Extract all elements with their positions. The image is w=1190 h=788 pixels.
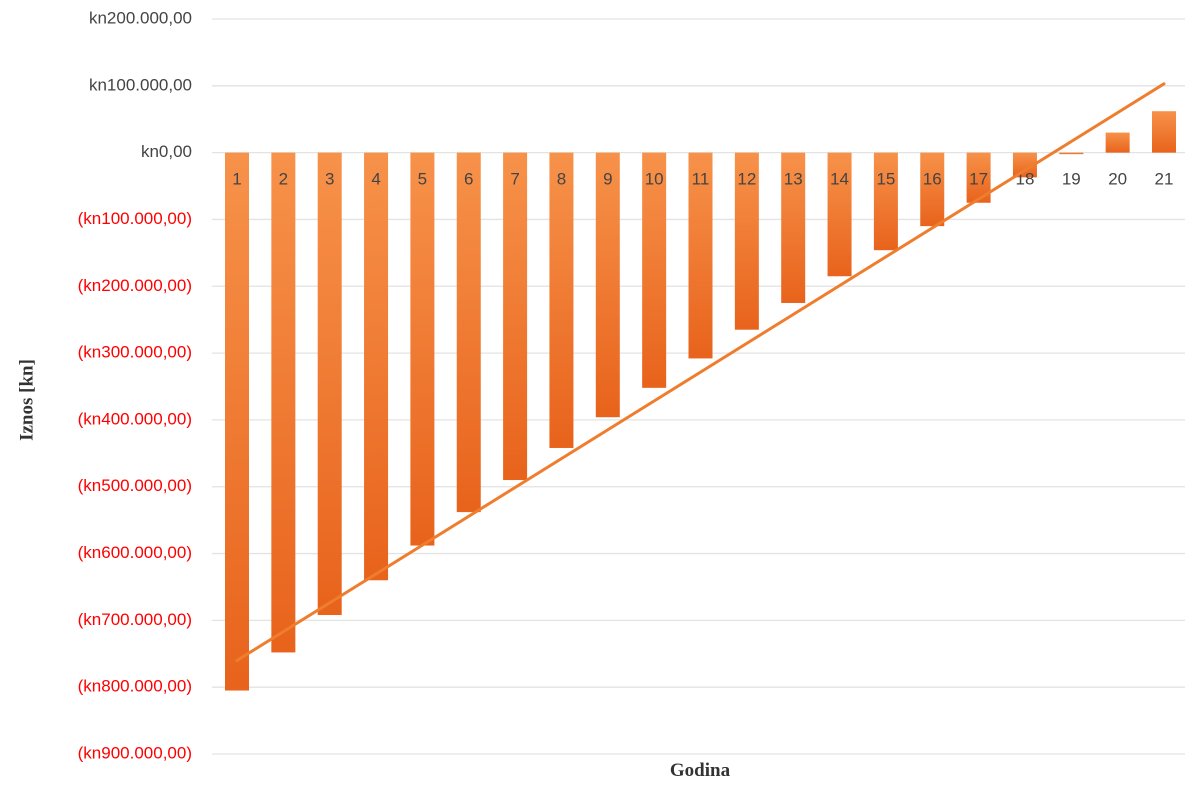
bar: [873, 152, 898, 251]
x-axis-category-labels: 1 2 3 4 5 6 7 8 9 10 11 12 13 14 15 16 17 18 19 20 21: [232, 170, 1173, 189]
y-tick-label: kn200.000,00: [89, 8, 192, 27]
x-tick-label: 18: [1015, 170, 1034, 189]
x-tick-label: 14: [830, 170, 849, 189]
bar: [688, 152, 713, 359]
x-tick-label: 12: [737, 170, 756, 189]
bar: [1152, 111, 1176, 153]
bar: [410, 152, 435, 546]
bar: [456, 152, 481, 513]
x-tick-label: 10: [645, 170, 664, 189]
x-tick-label: 2: [279, 170, 288, 189]
x-tick-label: 9: [603, 170, 612, 189]
bar: [225, 152, 249, 691]
x-tick-label: 8: [557, 170, 566, 189]
x-tick-label: 3: [325, 170, 334, 189]
trendline: [235, 82, 1166, 662]
x-tick-label: 11: [692, 170, 710, 189]
x-axis-title: Godina: [670, 760, 731, 781]
x-tick-label: 4: [371, 170, 380, 189]
x-tick-label: 7: [510, 170, 519, 189]
y-tick-label: (kn200.000,00): [78, 276, 192, 295]
bars: [225, 111, 1176, 691]
x-tick-label: 1: [232, 170, 241, 189]
gridlines: [212, 18, 1185, 755]
y-tick-label: (kn100.000,00): [78, 209, 192, 228]
trendline-group: [235, 82, 1166, 662]
bar: [271, 152, 296, 653]
x-tick-label: 21: [1155, 170, 1174, 189]
y-tick-label: (kn900.000,00): [78, 743, 192, 762]
bar: [595, 152, 620, 418]
y-tick-label: (kn600.000,00): [78, 543, 192, 562]
bar: [503, 152, 528, 481]
bar: [317, 152, 342, 616]
y-tick-label: (kn500.000,00): [78, 476, 192, 495]
x-tick-label: 15: [876, 170, 895, 189]
x-tick-label: 6: [464, 170, 473, 189]
bar: [827, 152, 852, 277]
y-tick-label: (kn700.000,00): [78, 610, 192, 629]
bar: [920, 152, 945, 227]
y-tick-label: kn100.000,00: [89, 75, 192, 94]
y-tick-label: (kn300.000,00): [78, 343, 192, 362]
y-tick-label: (kn800.000,00): [78, 677, 192, 696]
y-tick-label: kn0,00: [141, 142, 192, 161]
y-tick-label: (kn400.000,00): [78, 409, 192, 428]
bar: [1059, 152, 1084, 155]
x-tick-label: 17: [969, 170, 988, 189]
bar: [781, 152, 806, 303]
y-axis-tick-labels: kn200.000,00 kn100.000,00 kn0,00 (kn100.000…: [78, 8, 192, 762]
x-tick-label: 20: [1108, 170, 1127, 189]
x-tick-label: 16: [923, 170, 942, 189]
bar: [642, 152, 667, 388]
bar: [1105, 132, 1130, 153]
x-tick-label: 19: [1062, 170, 1081, 189]
bar: [734, 152, 759, 330]
x-tick-label: 5: [418, 170, 427, 189]
bar: [549, 152, 574, 448]
bar: [1012, 152, 1037, 178]
y-axis-title: Iznos [kn]: [16, 359, 37, 441]
x-tick-label: 13: [784, 170, 803, 189]
bar: [364, 152, 389, 581]
